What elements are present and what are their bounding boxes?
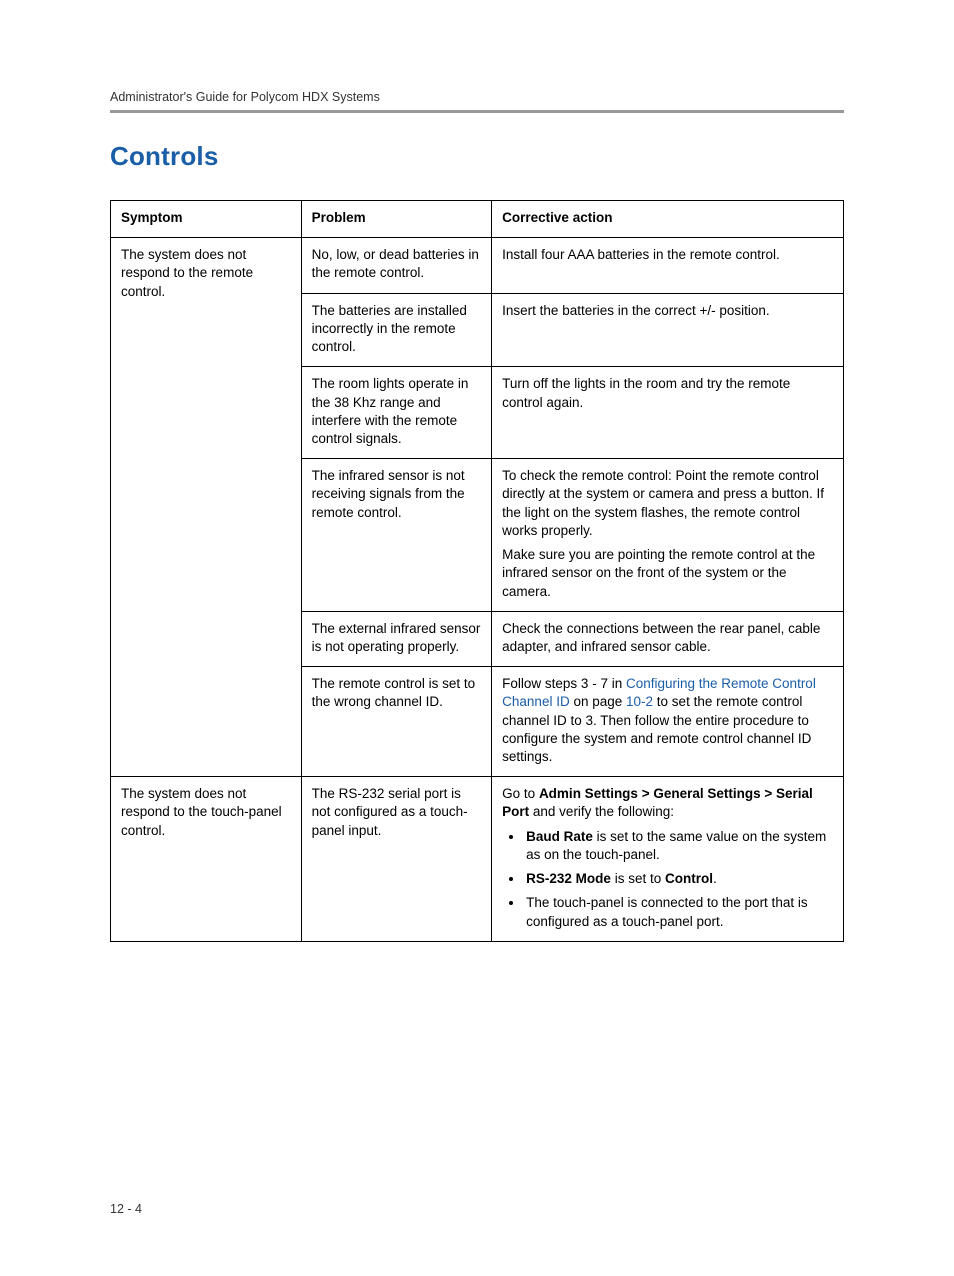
setting-name: Baud Rate	[526, 829, 593, 844]
action-cell: Check the connections between the rear p…	[492, 611, 844, 666]
action-paragraph: Go to Admin Settings > General Settings …	[502, 785, 833, 821]
symptom-cell: The system does not respond to the touch…	[111, 777, 302, 942]
list-text: is set to	[611, 871, 665, 886]
setting-name: RS-232 Mode	[526, 871, 611, 886]
action-bullet-list: Baud Rate is set to the same value on th…	[502, 828, 833, 931]
action-paragraph: Make sure you are pointing the remote co…	[502, 546, 833, 601]
column-header-symptom: Symptom	[111, 201, 302, 238]
problem-cell: The external infrared sensor is not oper…	[301, 611, 492, 666]
column-header-problem: Problem	[301, 201, 492, 238]
action-paragraph: To check the remote control: Point the r…	[502, 467, 833, 540]
table-header-row: Symptom Problem Corrective action	[111, 201, 844, 238]
action-cell: Turn off the lights in the room and try …	[492, 367, 844, 459]
action-cell: Follow steps 3 - 7 in Configuring the Re…	[492, 667, 844, 777]
document-page: Administrator's Guide for Polycom HDX Sy…	[0, 0, 954, 1276]
column-header-action: Corrective action	[492, 201, 844, 238]
list-item: Baud Rate is set to the same value on th…	[524, 828, 833, 864]
problem-cell: No, low, or dead batteries in the remote…	[301, 238, 492, 293]
action-text: Follow steps 3 - 7 in	[502, 676, 626, 691]
setting-value: Control	[665, 871, 713, 886]
section-title: Controls	[110, 141, 844, 172]
table-row: The system does not respond to the touch…	[111, 777, 844, 942]
action-text: on page	[570, 694, 626, 709]
action-cell: Install four AAA batteries in the remote…	[492, 238, 844, 293]
page-reference-link[interactable]: 10-2	[626, 694, 653, 709]
problem-cell: The infrared sensor is not receiving sig…	[301, 459, 492, 612]
table-row: The system does not respond to the remot…	[111, 238, 844, 293]
running-header: Administrator's Guide for Polycom HDX Sy…	[110, 90, 844, 113]
list-text: The touch-panel is connected to the port…	[526, 895, 807, 928]
action-text: and verify the following:	[529, 804, 674, 819]
troubleshooting-table: Symptom Problem Corrective action The sy…	[110, 200, 844, 942]
problem-cell: The batteries are installed incorrectly …	[301, 293, 492, 367]
problem-cell: The RS-232 serial port is not configured…	[301, 777, 492, 942]
action-cell: To check the remote control: Point the r…	[492, 459, 844, 612]
problem-cell: The remote control is set to the wrong c…	[301, 667, 492, 777]
action-cell: Insert the batteries in the correct +/- …	[492, 293, 844, 367]
action-text: Go to	[502, 786, 539, 801]
action-cell: Go to Admin Settings > General Settings …	[492, 777, 844, 942]
list-item: RS-232 Mode is set to Control.	[524, 870, 833, 888]
symptom-cell: The system does not respond to the remot…	[111, 238, 302, 777]
list-text: .	[713, 871, 717, 886]
problem-cell: The room lights operate in the 38 Khz ra…	[301, 367, 492, 459]
list-item: The touch-panel is connected to the port…	[524, 894, 833, 930]
page-number: 12 - 4	[110, 1202, 844, 1216]
